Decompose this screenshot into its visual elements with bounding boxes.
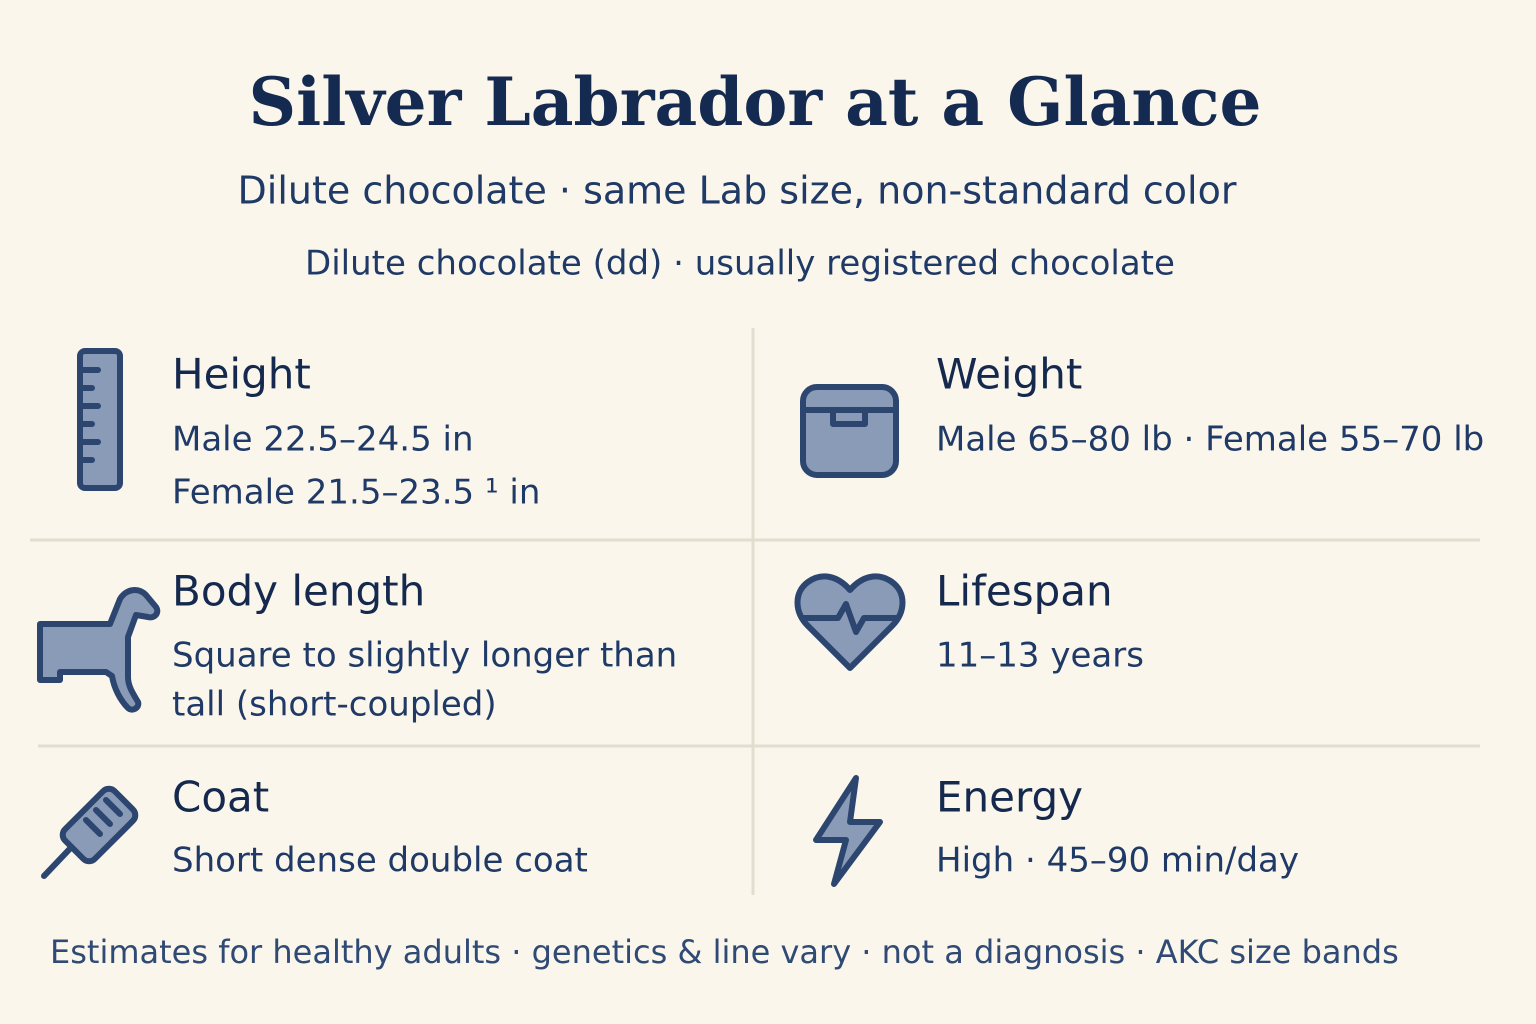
card-label: Coat [172,773,269,822]
note: Dilute chocolate (dd) · usually register… [305,244,1175,284]
heart-icon [794,573,906,671]
card-text: 11–13 years [936,636,1144,676]
card-text: tall (short-coupled) [172,685,497,725]
card-text: Short dense double coat [172,841,588,881]
card-text: Female 21.5–23.5 ¹ in [172,473,540,513]
bolt-icon [813,775,883,887]
footer: Estimates for healthy adults · genetics … [50,933,1399,971]
card-text: Male 22.5–24.5 in [172,420,474,460]
title: Silver Labrador at a Glance [248,63,1261,141]
scale-icon [800,384,899,478]
card-label: Weight [936,350,1082,399]
card-label: Lifespan [936,567,1113,616]
card-label: Body length [172,567,425,616]
dog-icon [37,587,161,713]
card-label: Height [172,350,311,399]
subtitle: Dilute chocolate · same Lab size, non-st… [238,169,1237,213]
cards: Height Male 22.5–24.5 in Female 21.5–23.5 … [172,350,1484,881]
card-text: High · 45–90 min/day [936,841,1299,881]
card-label: Energy [936,773,1083,822]
card-text: Male 65–80 lb · Female 55–70 lb [936,420,1484,460]
card-text: Square to slightly longer than [172,636,677,676]
ruler-icon [77,348,123,491]
brush-icon [41,785,139,879]
